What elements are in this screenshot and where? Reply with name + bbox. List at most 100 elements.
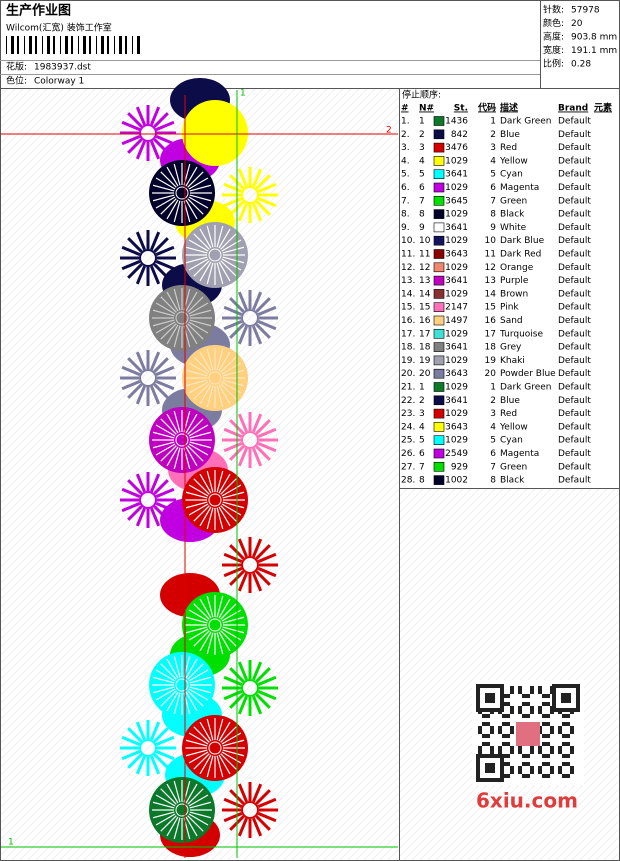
row-code: 2 — [490, 130, 496, 140]
qr-cell — [530, 706, 534, 710]
row-brand: Default — [558, 462, 591, 472]
motif-spoke — [153, 479, 169, 495]
qr-cell — [566, 722, 570, 726]
motif-stitch — [221, 732, 242, 745]
row-desc: Orange — [500, 263, 534, 273]
motif-stitch — [189, 811, 212, 819]
motif-spoke — [255, 815, 271, 831]
bar — [24, 36, 25, 54]
motif-stitch — [206, 385, 214, 408]
row-desc: Magenta — [500, 449, 539, 459]
motif-stitch — [218, 506, 231, 527]
qr-cell — [542, 754, 546, 758]
qr-cell — [502, 742, 506, 746]
qr-cell — [522, 702, 526, 706]
motif-spoke — [252, 447, 263, 467]
qr-cell — [498, 750, 502, 754]
motif-spoke — [150, 721, 161, 741]
motif-stitch — [218, 139, 231, 160]
motif-stitch — [222, 616, 245, 624]
row-brand: Default — [558, 316, 591, 326]
qr-cell — [550, 750, 554, 754]
motif-stitch — [188, 751, 209, 764]
motif-stitch — [220, 630, 237, 647]
row-desc: Blue — [500, 130, 520, 140]
company: Wilcom(汇宽) 装饰工作室 — [6, 22, 112, 34]
motif-spoke — [153, 727, 169, 743]
motif-spoke — [121, 487, 141, 498]
qr-cell — [482, 722, 486, 726]
bar — [96, 36, 97, 54]
motif-spoke — [135, 473, 146, 493]
qr-finder — [485, 763, 495, 773]
motif-stitch — [222, 491, 245, 499]
motif-spoke — [155, 502, 175, 513]
motif-spoke — [135, 140, 146, 160]
qr-cell — [506, 702, 510, 706]
motif-stitch — [185, 616, 208, 624]
field-value: 1983937.dst — [34, 63, 91, 73]
column-header: St. — [454, 104, 468, 114]
motif-stitch — [166, 166, 179, 187]
qr-cell — [522, 754, 526, 758]
qr-cell — [546, 774, 550, 778]
motif-spoke — [252, 168, 263, 188]
row-n: 7 — [419, 196, 425, 206]
qr-cell — [510, 730, 514, 734]
motif-spoke — [121, 750, 141, 761]
motif-stitch — [220, 356, 237, 373]
motif-stitch — [155, 688, 176, 701]
qr-cell — [518, 690, 522, 694]
motif-spoke — [153, 237, 169, 253]
motif-stitch — [185, 124, 208, 132]
motif-spoke — [153, 505, 169, 521]
row-st: 1029 — [445, 383, 468, 393]
row-n: 1 — [419, 383, 425, 393]
motif-stitch — [222, 246, 245, 254]
bar — [17, 36, 19, 54]
motif-spoke — [252, 413, 263, 433]
row-brand: Default — [558, 143, 591, 153]
color-swatch — [433, 182, 445, 193]
motif-stitch — [220, 753, 237, 770]
qr-cell — [566, 754, 570, 758]
row-no: 12. — [401, 263, 415, 273]
motif-stitch — [218, 473, 231, 494]
motif-spoke — [237, 572, 248, 592]
bar — [78, 36, 79, 54]
guide-label: 1 — [240, 89, 246, 99]
motif-stitch — [188, 443, 209, 456]
row-st: 3641 — [445, 170, 468, 180]
guide-label: 1 — [8, 838, 14, 848]
qr-cell — [550, 730, 554, 734]
motif-center — [208, 493, 222, 507]
motif-stitch — [166, 324, 179, 345]
qr-cell — [526, 774, 530, 778]
qr-finder — [476, 684, 504, 712]
motif-spoke — [257, 812, 277, 823]
motif-spoke — [121, 365, 141, 376]
row-n: 20 — [419, 369, 431, 379]
motif-stitch — [166, 446, 179, 467]
qr-finder — [561, 693, 571, 703]
row-desc: Yellow — [499, 156, 528, 166]
motif-spoke — [150, 385, 161, 405]
motif-stitch — [188, 688, 209, 701]
row-no: 23. — [401, 409, 415, 419]
qr-cell — [502, 722, 506, 726]
row-code: 3 — [490, 143, 496, 153]
motif-stitch — [187, 198, 204, 215]
color-swatch — [433, 435, 445, 446]
row-brand: Default — [558, 396, 591, 406]
motif-stitch — [185, 246, 208, 254]
motif-spoke — [257, 552, 277, 563]
row-st: 3641 — [445, 276, 468, 286]
qr-cell — [542, 694, 546, 698]
motif-spoke — [155, 135, 175, 146]
row-desc: Khaki — [500, 356, 525, 366]
row-brand: Default — [558, 303, 591, 313]
motif-spoke — [237, 783, 248, 803]
motif-spoke — [223, 675, 243, 686]
row-no: 14. — [401, 289, 415, 299]
row-desc: Dark Green — [500, 117, 551, 127]
